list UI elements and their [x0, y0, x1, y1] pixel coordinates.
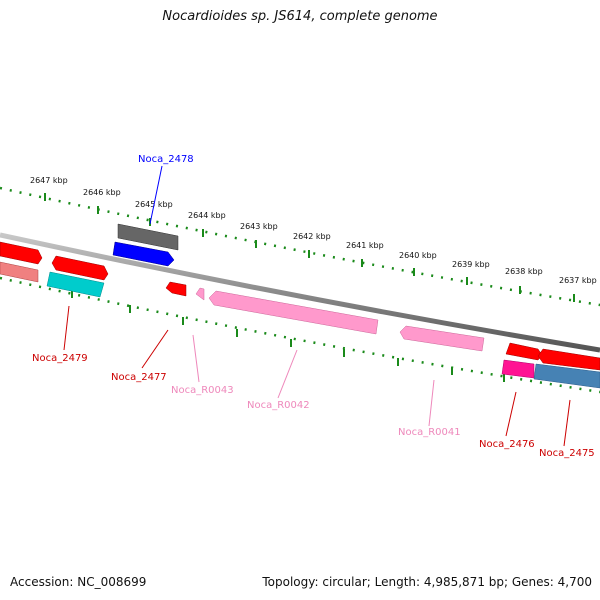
scale-label: 2639 kbp: [452, 260, 490, 269]
scale-label: 2638 kbp: [505, 267, 543, 276]
gene-arrow: [165, 281, 187, 297]
scale-label: 2640 kbp: [399, 251, 437, 260]
feature-label: Noca_2478: [138, 154, 194, 165]
scale-label: 2646 kbp: [83, 188, 121, 197]
scale-labels: 2647 kbp 2646 kbp 2645 kbp 2644 kbp 2643…: [30, 176, 597, 285]
gene-arrow: [51, 255, 109, 281]
feature-label: Noca_2476: [479, 439, 535, 450]
feature-label: Noca_R0041: [398, 427, 461, 438]
feature-labels: Noca_2478 Noca_2479 Noca_2477 Noca_R0043…: [32, 154, 595, 459]
gene-arrow: [46, 271, 105, 298]
forward-genes: [0, 223, 600, 371]
feature-label: Noca_2475: [539, 448, 595, 459]
feature-label: Noca_2479: [32, 353, 88, 364]
label-leaders: [63, 165, 571, 447]
scale-label: 2647 kbp: [30, 176, 68, 185]
scale-label: 2643 kbp: [240, 222, 278, 231]
accession-text: Accession: NC_008699: [10, 575, 147, 589]
scale-label: 2644 kbp: [188, 211, 226, 220]
gene-arrow: [533, 363, 600, 389]
scale-label: 2641 kbp: [346, 241, 384, 250]
genome-backbone: [0, 232, 600, 353]
topology-text: Topology: circular; Length: 4,985,871 bp…: [262, 575, 592, 589]
map-title: Nocardioides sp. JS614, complete genome: [162, 9, 438, 24]
rna-arrow: [208, 290, 379, 335]
gene-arrow: [0, 261, 39, 283]
gene-arrow: [537, 348, 600, 371]
reverse-genes: [0, 261, 600, 389]
gene-arrow: [112, 241, 175, 267]
scale-label: 2637 kbp: [559, 276, 597, 285]
rna-arrow: [195, 287, 205, 301]
scale-label: 2642 kbp: [293, 232, 331, 241]
feature-label: Noca_2477: [111, 372, 167, 383]
gene-arrow: [501, 359, 535, 379]
gene-arrow: [505, 342, 543, 361]
rna-arrow: [399, 325, 485, 352]
gene-arrow: [117, 223, 179, 251]
feature-label: Noca_R0042: [247, 400, 310, 411]
feature-label: Noca_R0043: [171, 385, 234, 396]
gene-arrow: [0, 241, 43, 265]
